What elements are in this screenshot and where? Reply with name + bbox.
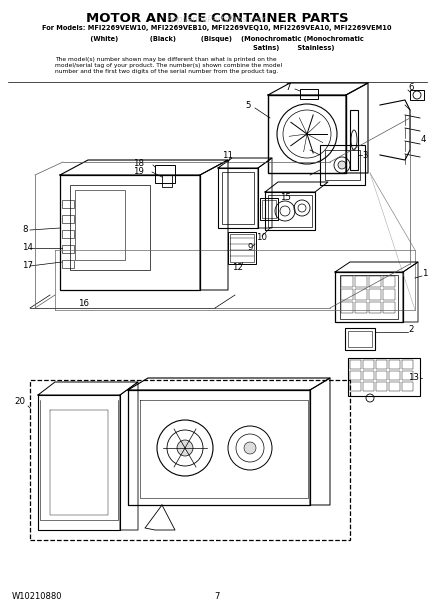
Text: 5: 5	[244, 100, 250, 109]
Bar	[382, 289, 394, 300]
Bar	[388, 371, 399, 380]
Bar	[60, 175, 200, 290]
Bar	[62, 200, 74, 208]
Circle shape	[177, 440, 193, 456]
Text: 11: 11	[221, 151, 233, 160]
Bar	[324, 150, 359, 180]
Bar	[264, 192, 314, 230]
Bar	[368, 276, 380, 287]
Text: 3: 3	[361, 151, 367, 160]
Bar	[217, 168, 257, 228]
Text: 8: 8	[22, 226, 27, 235]
Bar	[368, 302, 380, 313]
Bar	[334, 272, 402, 322]
Bar	[347, 331, 371, 347]
Bar	[62, 215, 74, 223]
Text: The model(s) number shown may be different than what is printed on the
model/ser: The model(s) number shown may be differe…	[55, 57, 282, 74]
Bar	[362, 382, 373, 391]
Bar	[261, 200, 275, 218]
Bar	[362, 360, 373, 369]
Bar	[340, 276, 352, 287]
Bar	[62, 230, 74, 238]
Bar	[354, 302, 366, 313]
Text: 17: 17	[22, 262, 33, 271]
Text: 18: 18	[133, 158, 144, 167]
Bar	[375, 371, 386, 380]
Bar	[267, 95, 345, 173]
Circle shape	[337, 161, 345, 169]
Bar	[267, 195, 311, 227]
Text: 10: 10	[256, 233, 266, 242]
Bar	[30, 380, 349, 540]
Text: 13: 13	[407, 373, 418, 383]
Bar	[227, 232, 256, 264]
Bar	[230, 234, 253, 262]
Bar	[368, 289, 380, 300]
Bar	[347, 358, 419, 396]
Bar	[401, 371, 412, 380]
Bar	[388, 360, 399, 369]
Text: (White)              (Black)           (Bisque)    (Monochromatic (Monochromatic: (White) (Black) (Bisque) (Monochromatic …	[70, 36, 363, 42]
Bar	[382, 276, 394, 287]
Bar	[62, 245, 74, 253]
Text: 15: 15	[279, 193, 290, 202]
Text: W10210880: W10210880	[12, 592, 62, 600]
Bar	[62, 260, 74, 268]
Circle shape	[243, 442, 256, 454]
Bar	[354, 276, 366, 287]
Bar	[349, 360, 360, 369]
Bar	[362, 371, 373, 380]
Text: MOTOR AND ICE CONTAINER PARTS: MOTOR AND ICE CONTAINER PARTS	[85, 12, 348, 25]
Bar	[349, 382, 360, 391]
Bar	[382, 302, 394, 313]
Bar	[161, 175, 171, 187]
Text: Satins)        Stainless): Satins) Stainless)	[99, 45, 333, 51]
Bar	[319, 145, 364, 185]
Text: 20: 20	[14, 397, 25, 407]
Bar	[339, 275, 397, 319]
Text: For Models: MFI2269VEW10, MFI2269VEB10, MFI2269VEQ10, MFI2269VEA10, MFI2269VEM10: For Models: MFI2269VEW10, MFI2269VEB10, …	[42, 25, 391, 31]
Text: 14: 14	[22, 244, 33, 253]
Text: 12: 12	[231, 263, 243, 272]
Bar	[155, 165, 174, 183]
Bar	[349, 110, 357, 170]
Text: 1: 1	[421, 269, 427, 278]
Text: 6: 6	[407, 83, 413, 92]
Bar	[299, 89, 317, 99]
Text: 19: 19	[133, 167, 144, 176]
Bar	[354, 289, 366, 300]
Text: AppliancePartsPros.com: AppliancePartsPros.com	[166, 15, 267, 24]
Bar	[375, 382, 386, 391]
Bar	[70, 185, 150, 270]
Bar	[401, 360, 412, 369]
Bar	[409, 90, 423, 100]
Bar	[349, 371, 360, 380]
Bar	[340, 289, 352, 300]
Bar	[401, 382, 412, 391]
Text: 9: 9	[247, 244, 253, 253]
Text: 4: 4	[420, 136, 425, 145]
Bar	[260, 198, 277, 220]
Bar	[75, 190, 125, 260]
Text: 16: 16	[78, 298, 89, 307]
Bar	[375, 360, 386, 369]
Bar	[340, 302, 352, 313]
Text: 7: 7	[284, 82, 290, 91]
Bar	[344, 328, 374, 350]
Text: 2: 2	[407, 325, 413, 335]
Text: 7: 7	[214, 592, 219, 600]
Bar	[221, 172, 253, 224]
Bar	[388, 382, 399, 391]
